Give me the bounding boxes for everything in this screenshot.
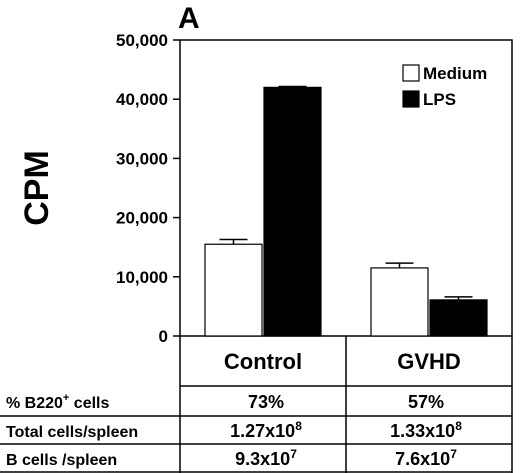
cell-gvhd-b-cells-base: 7.6x10 [395,449,450,469]
bar-medium-gvhd [370,267,429,337]
cell-gvhd-total-cells-exp: 8 [455,419,462,433]
row-label-b220-main: % B220 [6,395,63,412]
y-tick-label: 50,000 [116,31,168,50]
data-table [0,336,513,473]
legend-swatch-medium [402,64,420,82]
y-tick-label: 20,000 [116,209,168,228]
bar-lps-gvhd [429,299,488,337]
category-label-control: Control [224,349,302,374]
legend-label-lps: LPS [423,90,456,109]
row-label-b220: % B220+ cells [6,392,109,412]
cell-gvhd-total-cells-base: 1.33x10 [390,421,455,441]
cell-gvhd-b-cells-exp: 7 [450,447,457,461]
bar-medium-control [204,243,263,337]
y-tick-label: 30,000 [116,149,168,168]
cell-control-total-cells-exp: 8 [295,419,302,433]
y-tick-label: 0 [159,327,168,346]
cell-control-b-cells-base: 9.3x10 [235,449,290,469]
cell-control-total-cells: 1.27x108 [230,419,302,441]
cell-gvhd-total-cells: 1.33x108 [390,419,462,441]
cell-control-b-cells: 9.3x107 [235,447,297,469]
row-label-b220-sup: + [63,392,69,404]
row-label-b-cells: B cells /spleen [6,452,117,469]
cell-control-total-cells-base: 1.27x10 [230,421,295,441]
cell-gvhd-b220: 57% [408,392,444,412]
row-label-total-cells: Total cells/spleen [6,424,138,441]
cell-control-b220: 73% [248,392,284,412]
legend: Medium LPS [402,64,487,109]
panel-label: A [178,2,200,35]
bar-lps-control [263,86,322,337]
cell-gvhd-b-cells: 7.6x107 [395,447,457,469]
category-label-gvhd: GVHD [397,349,461,374]
legend-label-medium: Medium [423,64,487,83]
row-label-b220-suffix: cells [69,395,109,412]
legend-swatch-lps [402,90,420,108]
cell-control-b-cells-exp: 7 [290,447,297,461]
y-tick-label: 10,000 [116,268,168,287]
y-axis-label: CPM [18,150,56,226]
y-tick-label: 40,000 [116,90,168,109]
